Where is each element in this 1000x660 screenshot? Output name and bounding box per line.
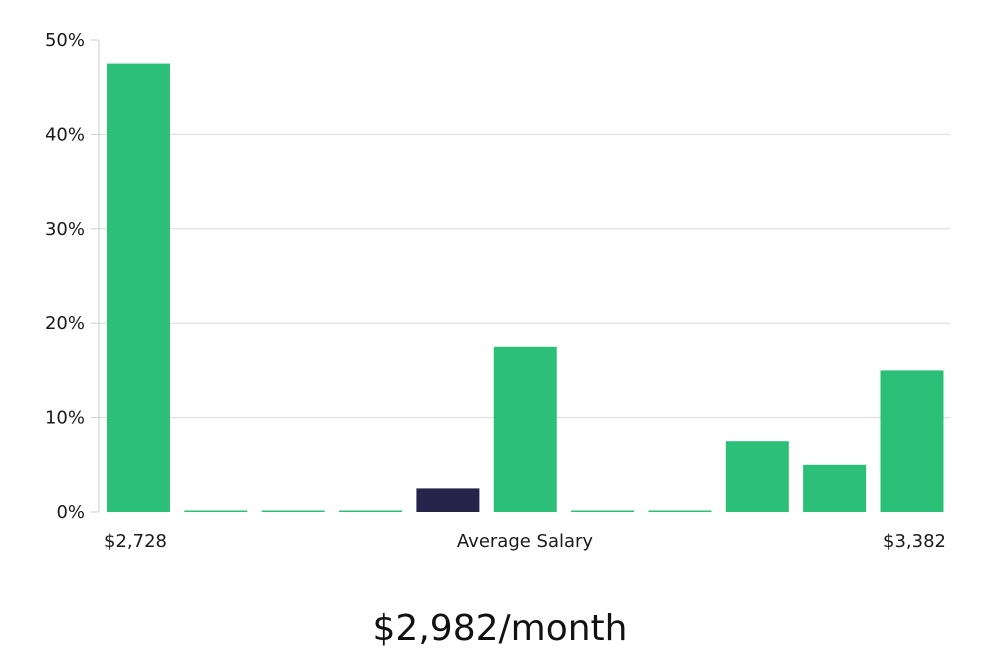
bar xyxy=(184,510,248,512)
average-salary-summary: $2,982/month xyxy=(372,608,628,649)
y-tick-label: 40% xyxy=(45,124,85,145)
x-center-label: Average Salary xyxy=(457,531,594,552)
y-tick-label: 20% xyxy=(45,313,85,334)
x-max-label: $3,382 xyxy=(883,531,946,552)
x-min-label: $2,728 xyxy=(104,531,167,552)
y-tick-label: 0% xyxy=(56,502,85,523)
y-tick-label: 10% xyxy=(45,408,85,429)
bar xyxy=(493,346,557,512)
bar xyxy=(803,464,867,512)
bar xyxy=(648,510,712,512)
bar-highlighted xyxy=(416,488,480,512)
bar xyxy=(339,510,403,512)
gridlines xyxy=(91,39,950,513)
bar xyxy=(725,441,789,512)
bars xyxy=(107,63,944,512)
bar xyxy=(261,510,325,512)
y-tick-labels: 0% 10% 20% 30% 40% 50% xyxy=(45,30,85,523)
bar xyxy=(880,370,944,512)
bar xyxy=(571,510,635,512)
y-tick-label: 50% xyxy=(45,30,85,51)
bar xyxy=(107,63,170,512)
y-tick-label: 30% xyxy=(45,219,85,240)
